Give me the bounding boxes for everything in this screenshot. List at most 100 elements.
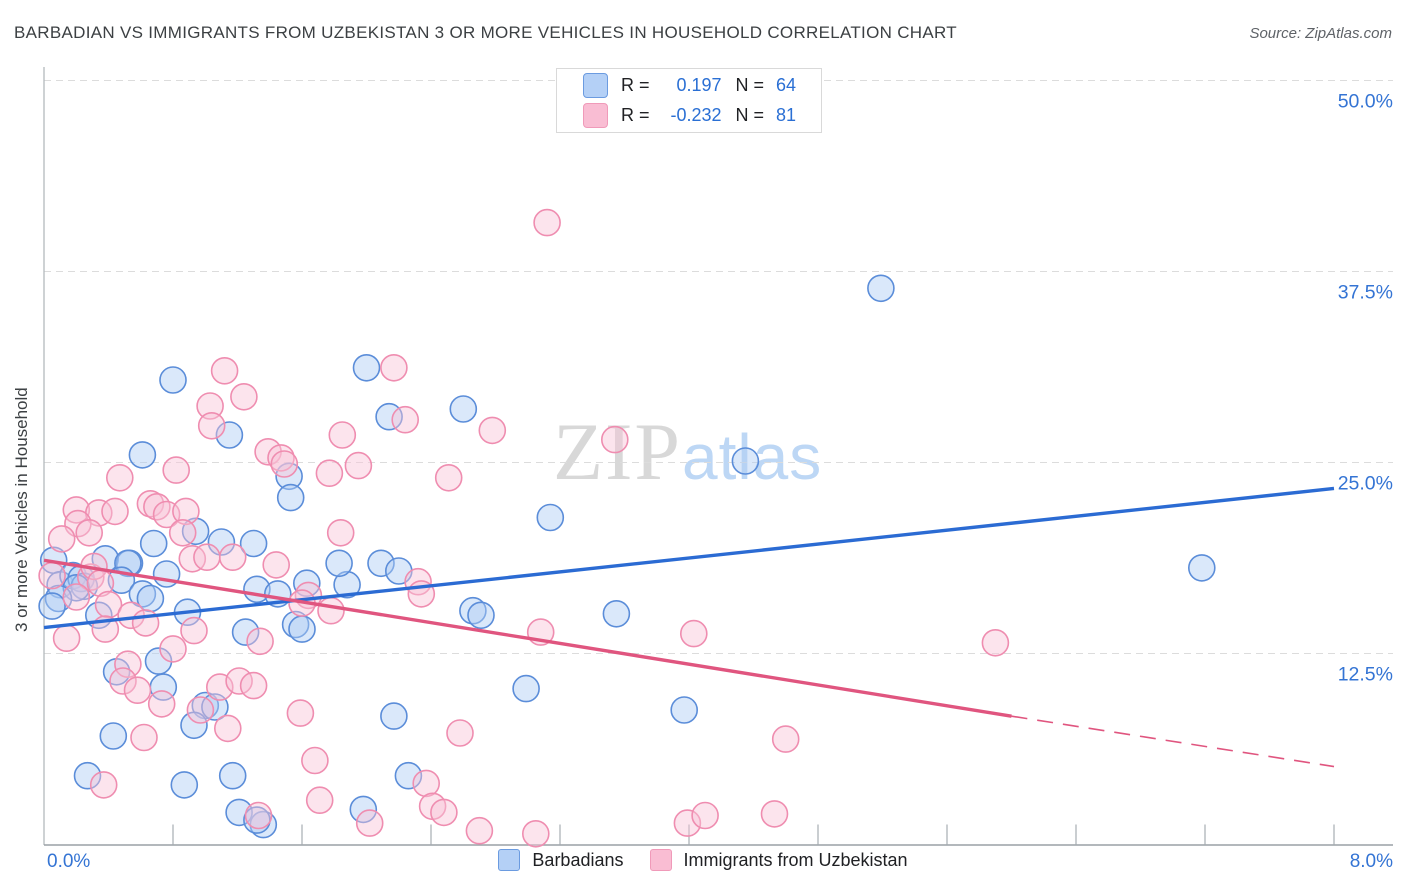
data-point-barbadians	[276, 483, 305, 512]
data-point-uzbekistan	[47, 525, 76, 553]
data-point-uzbekistan	[123, 676, 152, 705]
data-point-uzbekistan	[186, 696, 215, 724]
data-point-barbadians	[380, 702, 408, 730]
data-point-barbadians	[207, 528, 236, 556]
data-point-barbadians	[288, 615, 316, 643]
data-point-uzbekistan	[673, 809, 702, 837]
data-point-uzbekistan	[89, 771, 118, 799]
data-point-uzbekistan	[101, 497, 129, 526]
data-point-uzbekistan	[38, 561, 66, 590]
data-point-uzbekistan	[391, 405, 420, 434]
x-axis-min-label: 0.0%	[47, 851, 91, 872]
data-point-uzbekistan	[130, 723, 158, 752]
n-label: N =	[735, 105, 765, 125]
uzbekistan-swatch-icon	[649, 849, 672, 871]
data-point-uzbekistan	[305, 786, 334, 815]
data-point-uzbekistan	[197, 411, 226, 440]
data-point-uzbekistan	[131, 609, 160, 637]
data-point-barbadians	[352, 353, 381, 382]
trend-line-barbadians	[43, 486, 1335, 630]
y-tick-label: 12.5%	[1338, 664, 1393, 686]
data-point-uzbekistan	[230, 382, 258, 411]
data-point-uzbekistan	[162, 456, 190, 484]
data-point-uzbekistan	[75, 518, 103, 547]
data-point-barbadians	[139, 529, 168, 558]
data-point-barbadians	[114, 549, 142, 578]
data-point-uzbekistan	[533, 208, 561, 237]
data-point-barbadians	[38, 592, 66, 620]
data-point-uzbekistan	[981, 628, 1010, 657]
data-point-uzbekistan	[239, 671, 268, 700]
data-point-uzbekistan	[147, 690, 176, 718]
data-point-uzbekistan	[465, 816, 494, 845]
page-title: BARBADIAN VS IMMIGRANTS FROM UZBEKISTAN …	[14, 23, 957, 42]
data-point-uzbekistan	[344, 451, 373, 480]
watermark-atlas: atlas	[682, 421, 823, 493]
data-point-barbadians	[99, 722, 128, 750]
data-point-barbadians	[128, 580, 157, 608]
data-point-uzbekistan	[317, 596, 345, 625]
data-point-barbadians	[867, 274, 895, 303]
r-value-uzbekistan: -0.232	[670, 105, 722, 125]
data-point-uzbekistan	[218, 543, 247, 572]
zipatlas-watermark: ZIPatlas	[553, 405, 822, 499]
legend-item-label: Barbadians	[532, 849, 624, 870]
blue-series-swatch-icon	[583, 73, 608, 98]
series-legend: Barbadians Immigrants from Uzbekistan	[0, 849, 1406, 871]
data-point-uzbekistan	[434, 463, 463, 492]
data-point-uzbekistan	[760, 800, 789, 828]
data-point-uzbekistan	[196, 392, 224, 420]
legend-item-barbadians: Barbadians	[498, 849, 624, 871]
data-point-barbadians	[394, 761, 423, 790]
data-point-uzbekistan	[600, 425, 629, 454]
data-point-uzbekistan	[446, 719, 474, 747]
data-point-uzbekistan	[114, 650, 142, 679]
data-point-barbadians	[62, 573, 91, 602]
data-point-barbadians	[218, 761, 247, 790]
data-point-uzbekistan	[62, 583, 91, 611]
watermark-zip: ZIP	[553, 406, 682, 497]
data-point-uzbekistan	[193, 543, 221, 572]
data-point-uzbekistan	[679, 619, 708, 648]
r-label: R =	[621, 75, 650, 95]
data-point-uzbekistan	[168, 518, 197, 547]
data-point-barbadians	[73, 761, 102, 790]
data-point-uzbekistan	[521, 819, 550, 848]
data-point-barbadians	[731, 447, 760, 475]
n-label: N =	[735, 75, 765, 95]
data-point-uzbekistan	[244, 801, 273, 830]
legend-row-uzbekistan: R = -0.232 N = 81	[557, 103, 821, 129]
r-value-barbadians: 0.197	[676, 75, 722, 95]
data-point-uzbekistan	[355, 809, 384, 837]
data-point-uzbekistan	[430, 798, 458, 827]
data-point-barbadians	[159, 366, 187, 394]
data-point-uzbekistan	[326, 518, 355, 547]
y-tick-label: 50.0%	[1338, 91, 1393, 113]
data-point-barbadians	[180, 711, 208, 740]
data-point-barbadians	[239, 529, 268, 558]
data-point-uzbekistan	[301, 746, 329, 775]
data-point-barbadians	[231, 618, 260, 646]
data-point-uzbekistan	[109, 667, 137, 695]
n-value-uzbekistan: 81	[776, 105, 797, 125]
data-point-uzbekistan	[52, 624, 81, 653]
data-point-barbadians	[325, 549, 353, 578]
legend-item-uzbekistan: Immigrants from Uzbekistan	[649, 849, 908, 871]
data-point-uzbekistan	[270, 450, 299, 478]
data-point-uzbekistan	[412, 769, 441, 798]
correlation-legend-box: R = 0.197 N = 64 R = -0.232 N = 81	[556, 68, 822, 133]
y-tick-label: 25.0%	[1338, 473, 1393, 495]
data-point-uzbekistan	[246, 627, 274, 656]
data-point-uzbekistan	[180, 616, 208, 645]
data-point-barbadians	[536, 503, 565, 532]
data-point-barbadians	[215, 421, 244, 449]
data-point-barbadians	[128, 441, 157, 469]
data-point-barbadians	[467, 601, 495, 630]
r-label: R =	[621, 105, 650, 125]
data-point-uzbekistan	[262, 551, 291, 579]
data-point-uzbekistan	[771, 725, 800, 753]
data-point-barbadians	[449, 395, 478, 423]
data-point-barbadians	[459, 596, 487, 625]
data-point-uzbekistan	[210, 356, 239, 385]
